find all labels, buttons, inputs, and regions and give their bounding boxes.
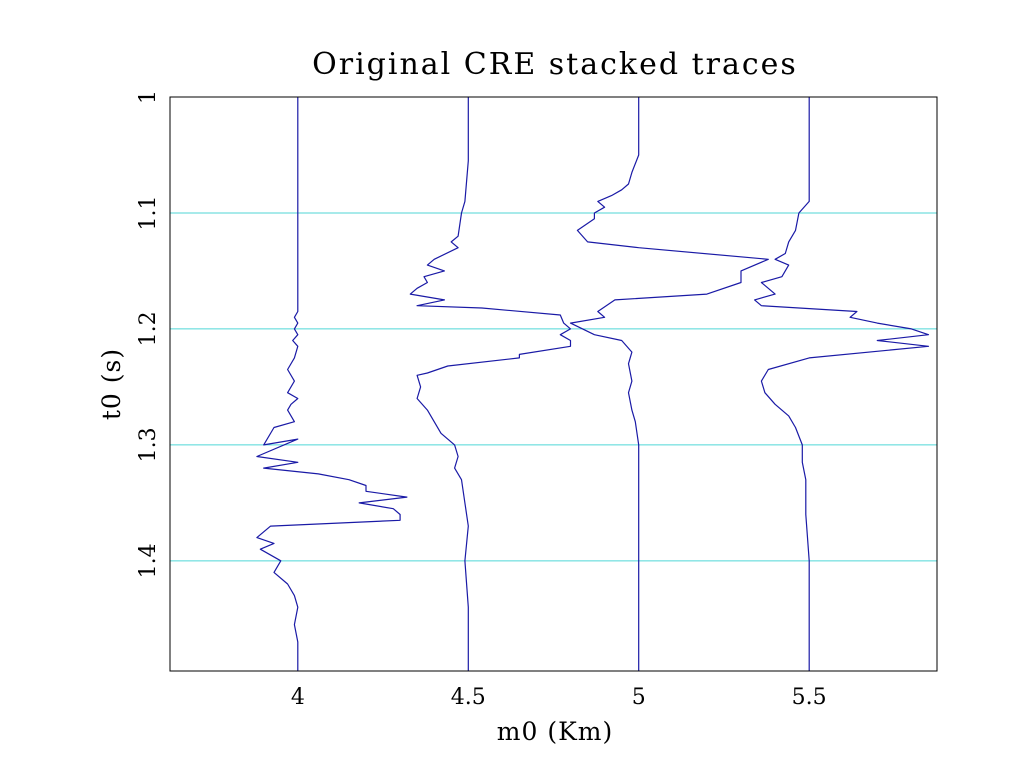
- gridlines: [170, 212, 937, 562]
- x-tick-label-3: 5.5: [792, 685, 827, 710]
- x-tick-label-2: 5: [632, 685, 646, 710]
- plot-frame: [169, 96, 938, 672]
- x-axis-label: m0 (Km): [497, 717, 613, 746]
- y-tick-label-0: 1: [136, 90, 161, 104]
- x-tick-label-1: 4.5: [451, 685, 486, 710]
- trace-line-1: [409, 97, 572, 671]
- y-tick-label-3: 1.3: [136, 427, 161, 462]
- y-tick-label-4: 1.4: [136, 543, 161, 578]
- y-tick-label-1: 1.1: [136, 195, 161, 230]
- chart-title: Original CRE stacked traces: [312, 47, 798, 82]
- traces: [256, 97, 930, 671]
- trace-line-2: [569, 97, 769, 671]
- y-axis-ticks: 1 1.1 1.2 1.3 1.4: [136, 90, 161, 578]
- trace-line-3: [753, 97, 930, 671]
- trace-line-0: [256, 97, 408, 671]
- y-tick-label-2: 1.2: [136, 311, 161, 346]
- x-tick-label-0: 4: [291, 685, 305, 710]
- y-axis-label: t0 (s): [97, 348, 126, 420]
- x-axis-ticks: 4 4.5 5 5.5: [291, 685, 827, 710]
